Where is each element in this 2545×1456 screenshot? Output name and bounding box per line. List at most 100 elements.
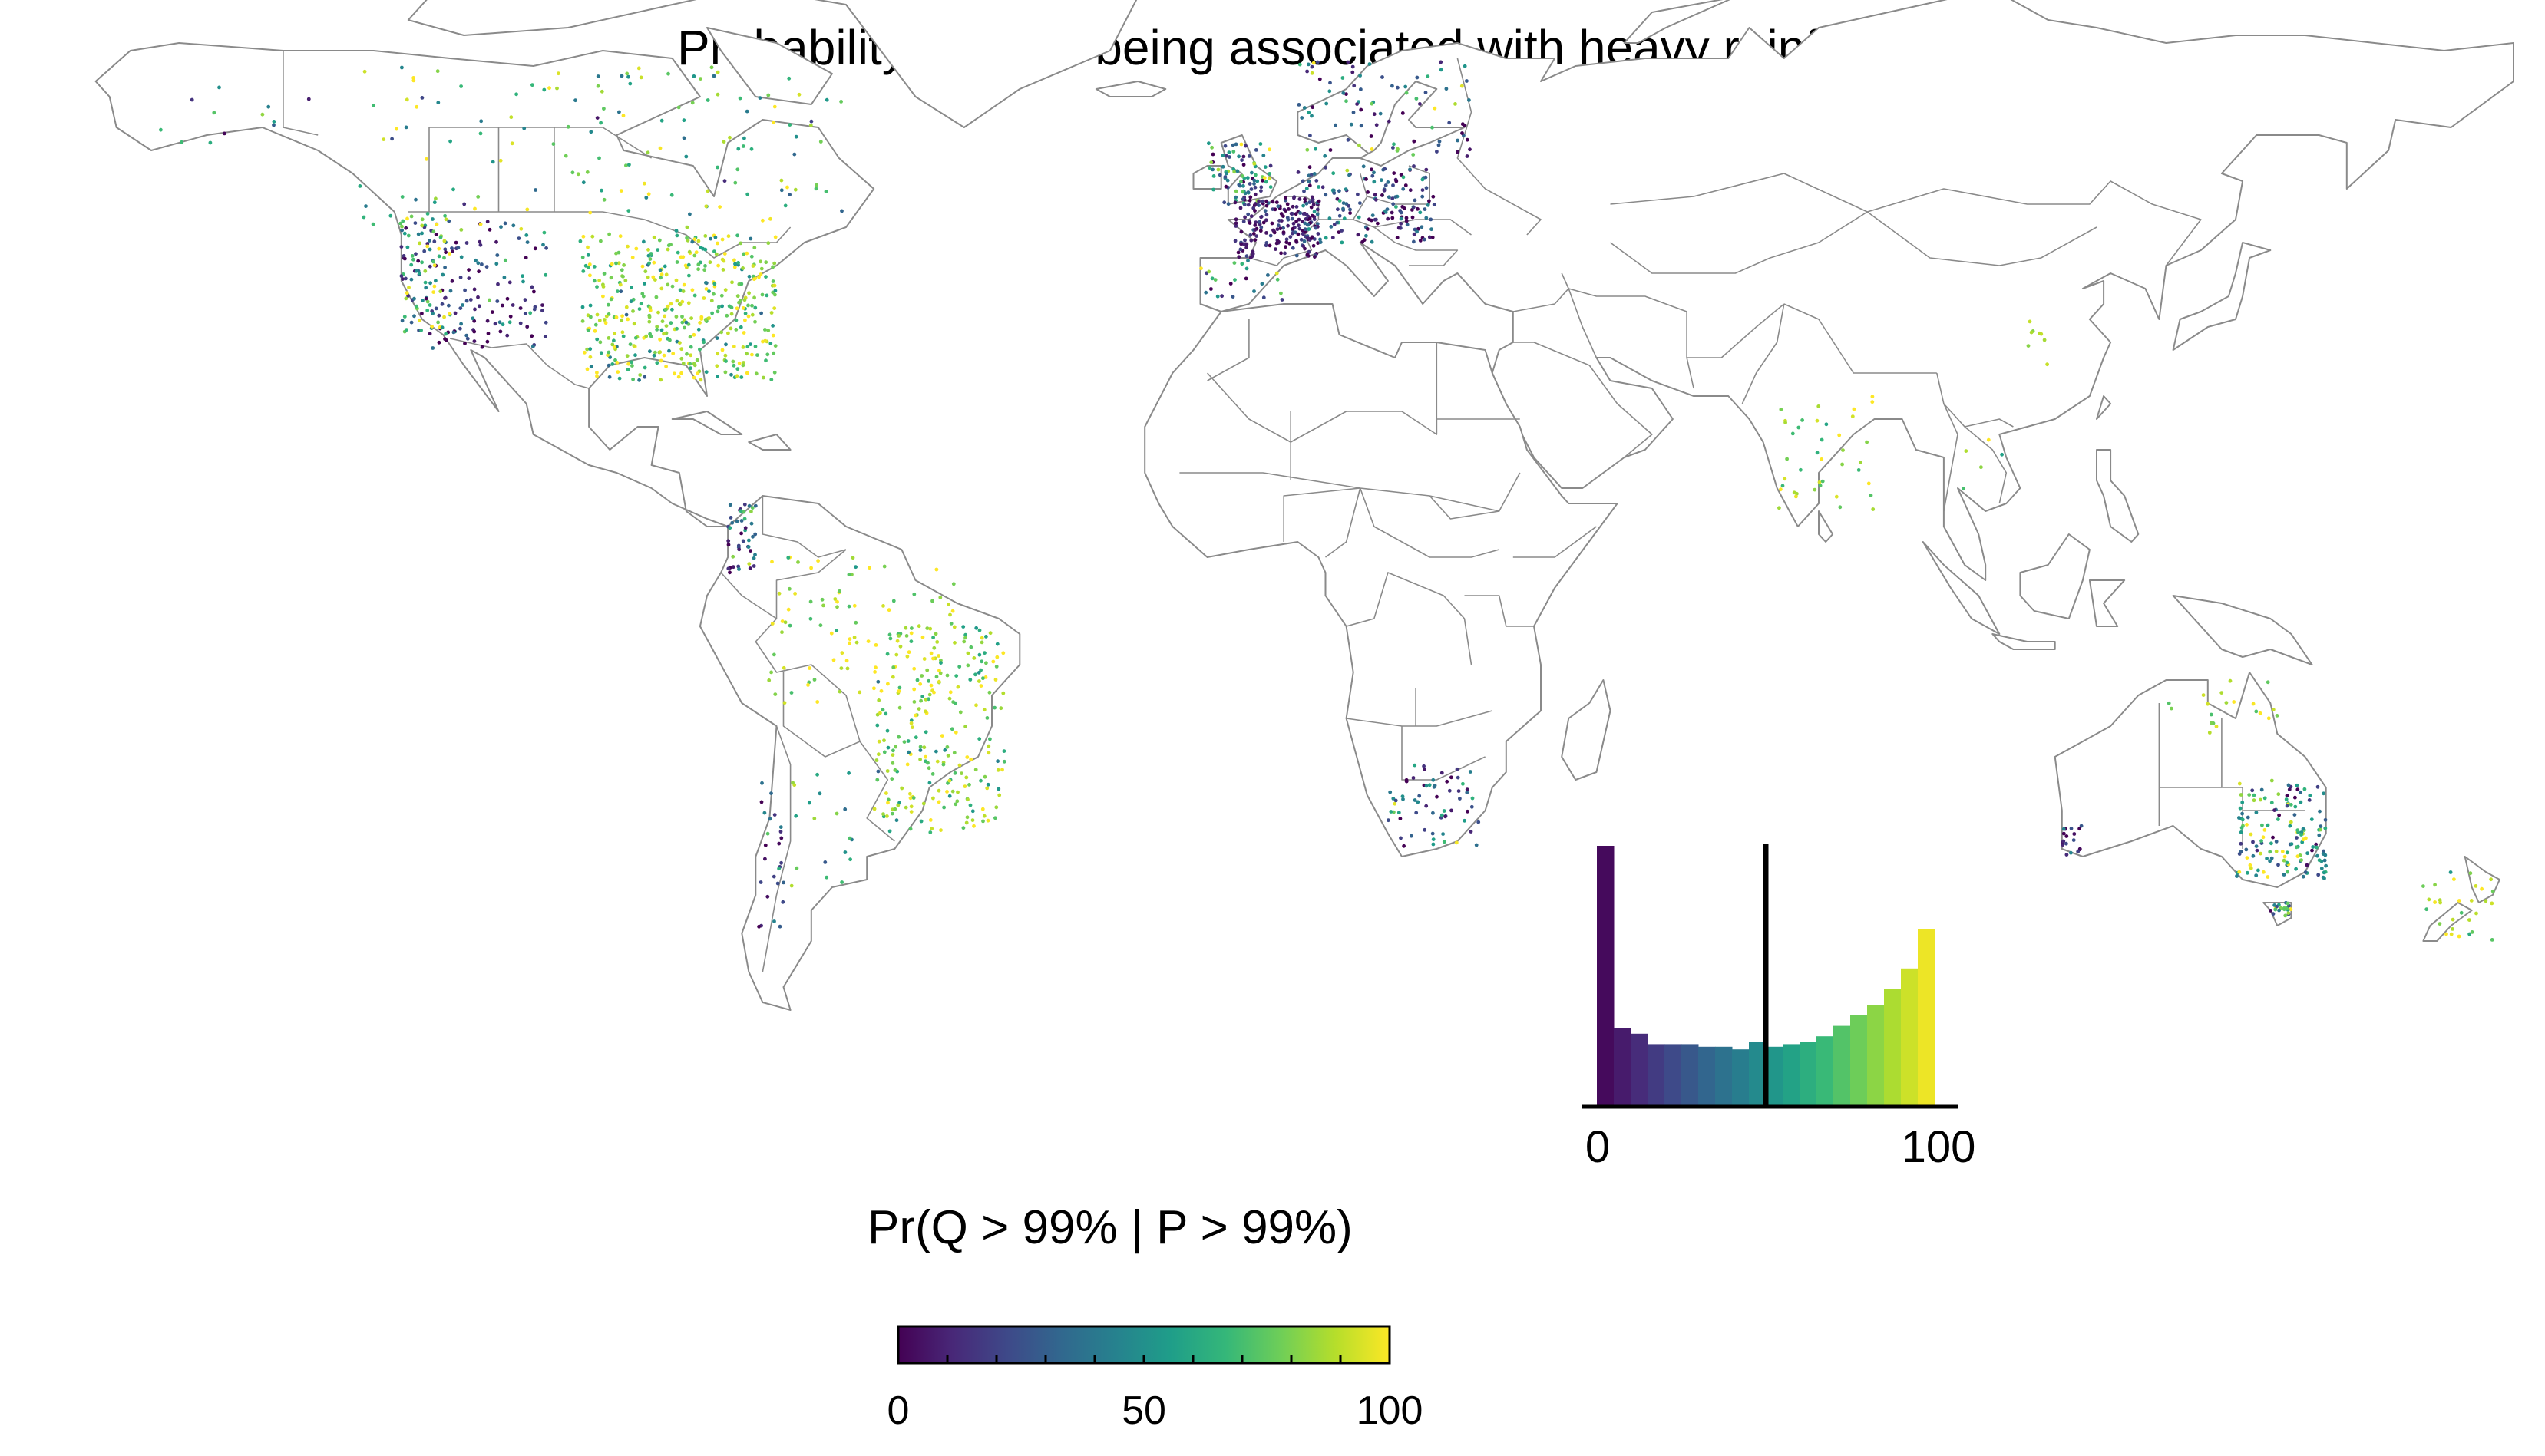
station-point (434, 233, 438, 236)
station-point (987, 751, 991, 755)
station-point (459, 255, 464, 259)
station-point (1253, 209, 1257, 213)
station-point (1276, 223, 1281, 228)
station-point (414, 197, 418, 202)
station-point (930, 688, 934, 692)
stations-western-us (399, 219, 548, 350)
station-point (2451, 927, 2454, 931)
station-point (939, 828, 943, 832)
station-point (772, 261, 777, 266)
station-point (1369, 134, 1373, 138)
station-point (1261, 154, 1266, 158)
station-point (2042, 338, 2047, 342)
station-point (1242, 203, 1247, 206)
station-point (991, 659, 996, 664)
station-point (1211, 167, 1215, 172)
station-point (573, 98, 577, 103)
station-point (1373, 193, 1377, 197)
station-point (497, 320, 502, 325)
station-point (1393, 798, 1398, 803)
station-point (922, 745, 927, 750)
station-point (438, 289, 443, 294)
station-point (471, 316, 475, 321)
station-point (970, 818, 975, 822)
station-point (1395, 236, 1400, 239)
station-point (1268, 163, 1273, 168)
station-point (780, 630, 784, 635)
station-point (1294, 239, 1298, 243)
station-point (1465, 791, 1469, 794)
station-point (2250, 788, 2255, 793)
station-point (879, 688, 884, 693)
station-point (2285, 794, 2289, 797)
station-point (2302, 787, 2307, 791)
station-point (1244, 266, 1249, 271)
station-point (731, 565, 735, 570)
station-point (1348, 207, 1352, 212)
station-point (982, 708, 987, 712)
station-point (664, 307, 668, 312)
station-point (683, 263, 688, 268)
station-point (1431, 778, 1436, 782)
station-point (405, 216, 409, 221)
station-point (877, 698, 881, 702)
border-saudi (1512, 342, 1653, 458)
station-point (595, 312, 600, 317)
station-point (413, 221, 418, 225)
station-point (967, 783, 971, 787)
station-point (2318, 809, 2322, 814)
station-point (525, 325, 530, 329)
station-point (1297, 197, 1302, 201)
station-point (2469, 899, 2474, 903)
station-point (882, 750, 887, 754)
station-point (656, 248, 660, 252)
station-point (424, 286, 428, 290)
station-point (1239, 242, 1243, 246)
station-point (1852, 407, 1856, 411)
station-point (399, 245, 404, 249)
station-point (1871, 507, 1876, 511)
station-point (2238, 806, 2243, 811)
station-point (480, 345, 484, 349)
station-point (1300, 220, 1304, 223)
station-point (904, 634, 909, 638)
station-point (1303, 227, 1307, 232)
land-scandinavian-gulf (1359, 81, 1466, 167)
station-point (623, 279, 628, 282)
station-point (955, 799, 960, 804)
station-point (578, 239, 583, 243)
border-europe-2 (1318, 173, 1368, 220)
station-point (437, 340, 441, 345)
border-balkans (1373, 226, 1459, 266)
stations-southeast-asia (1962, 437, 2005, 491)
station-point (1305, 147, 1310, 152)
station-point (570, 170, 575, 175)
border-ethiopia-somalia (1512, 526, 1597, 558)
station-point (2261, 835, 2266, 840)
station-point (741, 363, 745, 368)
station-point (1423, 175, 1428, 180)
station-point (980, 636, 984, 640)
station-point (395, 127, 398, 131)
station-point (1401, 797, 1405, 801)
station-point (771, 324, 775, 328)
stations-british-isles (1207, 141, 1273, 206)
station-point (2077, 827, 2082, 831)
station-point (947, 603, 950, 606)
station-point (1305, 253, 1310, 257)
station-point (699, 378, 703, 382)
station-point (702, 340, 706, 345)
station-point (610, 262, 614, 266)
station-point (514, 92, 518, 97)
station-point (599, 121, 603, 125)
station-point (629, 299, 633, 304)
station-point (422, 249, 427, 253)
station-point (614, 315, 619, 319)
station-point (530, 345, 535, 348)
station-point (2245, 823, 2249, 827)
station-point (2286, 783, 2291, 787)
station-point (428, 247, 432, 252)
station-point (501, 303, 504, 308)
station-point (1463, 64, 1467, 68)
station-point (716, 352, 720, 356)
